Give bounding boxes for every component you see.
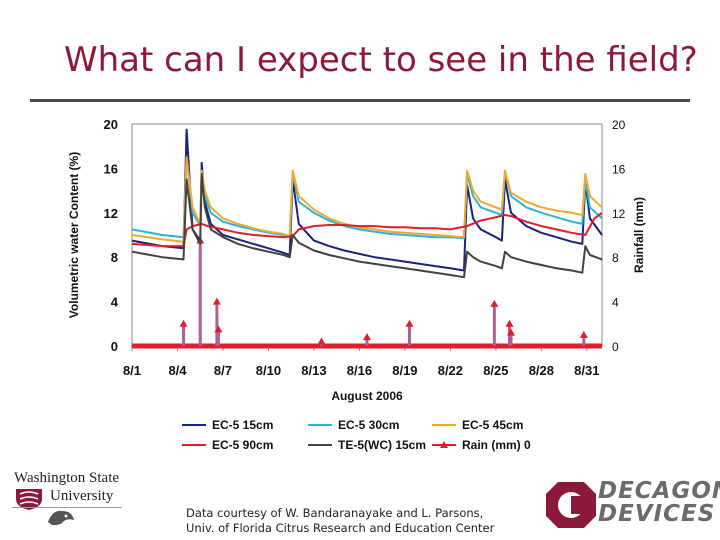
legend-label: EC-5 30cm [338, 418, 399, 432]
series-line [131, 128, 603, 272]
rain-marker [214, 325, 223, 333]
x-tick-label: 8/1 [123, 363, 141, 378]
x-tick-label: 8/7 [214, 363, 232, 378]
plot-frame [131, 123, 603, 347]
rain-marker [405, 319, 414, 327]
title-divider [30, 99, 690, 102]
series-line [131, 211, 603, 248]
x-tick-label: 8/31 [574, 363, 599, 378]
y2-tick-label: 16 [612, 162, 626, 176]
x-tick-label: 8/19 [392, 363, 417, 378]
x-tick-label: 8/28 [529, 363, 554, 378]
y-axis-label: Volumetric water Content (%) [67, 152, 81, 318]
y2-tick-label: 20 [612, 118, 626, 132]
rain-marker [507, 328, 516, 336]
wsu-shield-icon [16, 489, 42, 510]
decagon-logo-line1: DECAGON [598, 478, 720, 504]
y-tick-label: 8 [111, 250, 118, 265]
legend-label: EC-5 90cm [212, 438, 273, 452]
x-tick-label: 8/16 [347, 363, 372, 378]
vwc-chart: 0 4 8 12 16 20 0 4 8 12 16 20 8/1 8/4 8/7 8/10 8/13 8/16 8… [67, 117, 646, 452]
rain-marker [212, 297, 221, 305]
credit-line-2: Univ. of Florida Citrus Research and Edu… [186, 521, 495, 535]
series-line [131, 172, 603, 279]
x-tick-label: 8/10 [256, 363, 281, 378]
x-tick-label: 8/25 [483, 363, 508, 378]
y2-tick-label: 4 [612, 296, 619, 310]
rain-marker [363, 333, 371, 341]
x-tick-label: 8/13 [301, 363, 326, 378]
y2-axis-label: Rainfall (mm) [632, 197, 646, 273]
credit-line-1: Data courtesy of W. Bandaranayake and L.… [186, 506, 484, 520]
rain-marker [579, 330, 588, 338]
wsu-logo-divider [12, 507, 122, 508]
legend-label: TE-5(WC) 15cm [338, 438, 426, 452]
y-tick-label: 20 [104, 117, 118, 132]
data-credit: Data courtesy of W. Bandaranayake and L.… [186, 506, 494, 536]
y-tick-label: 16 [104, 161, 118, 176]
x-tick-label: 8/4 [168, 363, 187, 378]
series-line [131, 156, 603, 243]
rain-marker [505, 319, 514, 327]
series-line [131, 156, 603, 240]
rain-marker [317, 337, 326, 345]
wsu-logo-line2: University [50, 488, 114, 504]
y2-tick-label: 8 [612, 251, 619, 265]
y2-tick-label: 12 [612, 207, 626, 221]
rain-marker [179, 319, 188, 327]
rain-marker [490, 299, 499, 307]
y-tick-label: 0 [111, 339, 118, 354]
decagon-mark-icon [546, 482, 596, 528]
cougar-head-icon [48, 510, 74, 526]
legend-label: EC-5 45cm [462, 418, 523, 432]
x-tick-label: 8/22 [438, 363, 463, 378]
legend-label: Rain (mm) 0 [462, 438, 531, 452]
legend-marker [440, 441, 448, 448]
y-tick-label: 12 [104, 206, 118, 221]
y-tick-label: 4 [111, 295, 119, 310]
slide-title: What can I expect to see in the field? [64, 40, 698, 80]
wsu-logo-line1: Washington State [14, 470, 120, 486]
x-axis-label: August 2006 [331, 389, 403, 403]
decagon-logo-line2: DEVICES [598, 501, 716, 527]
legend-label: EC-5 15cm [212, 418, 273, 432]
y2-tick-label: 0 [612, 340, 619, 354]
